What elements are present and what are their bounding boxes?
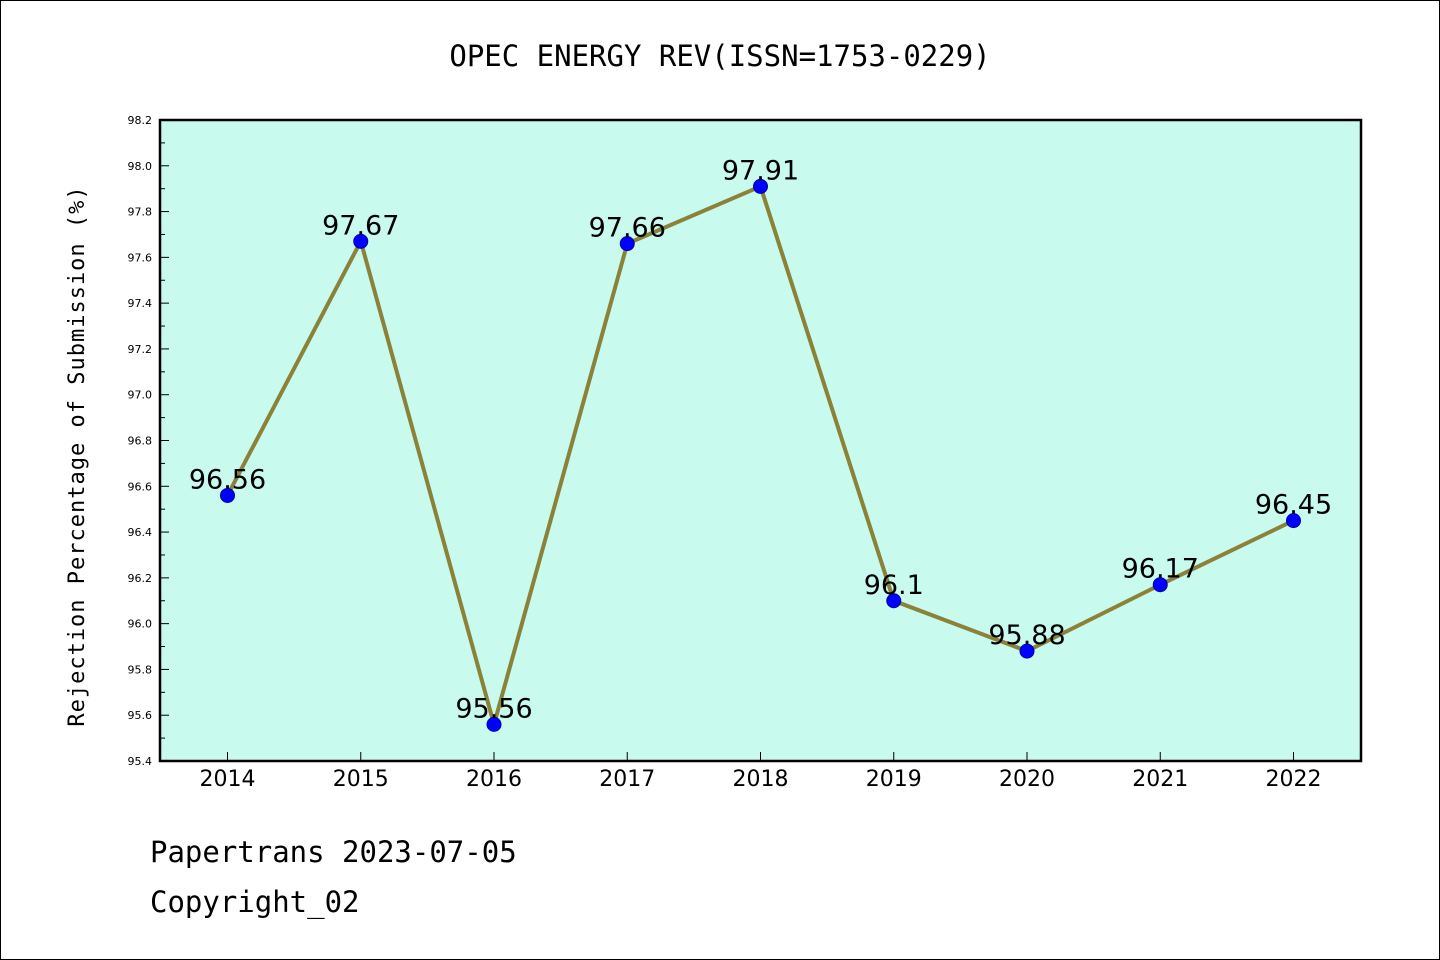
data-labels: 96.56 97.67 95.56 97.66 97.91 96.1 95.88 96.17 9… [189, 155, 1332, 724]
y-tick-label: 97.8 [128, 206, 153, 219]
data-point [753, 178, 768, 194]
y-axis-label: Rejection Percentage of Submission (%) [65, 185, 90, 726]
x-tick-label: 2022 [1266, 767, 1322, 792]
footer-copyright: Copyright_02 [150, 885, 360, 919]
x-axis: 2014 2015 2016 2017 2018 2019 2020 2021 2022 [200, 752, 1322, 792]
y-tick-label: 96.8 [128, 435, 153, 448]
y-tick-label: 95.8 [128, 663, 153, 676]
data-point [220, 487, 235, 503]
data-markers [220, 178, 1301, 732]
data-point [1286, 513, 1301, 529]
y-tick-label: 95.4 [128, 755, 153, 768]
data-label: 96.56 [189, 464, 266, 495]
data-point [353, 233, 369, 249]
x-tick-label: 2018 [733, 767, 789, 792]
data-label: 95.88 [988, 620, 1065, 651]
x-tick-label: 2017 [599, 767, 655, 792]
data-label: 95.56 [455, 693, 532, 724]
y-tick-label: 96.4 [128, 526, 153, 539]
x-tick-label: 2021 [1132, 767, 1188, 792]
data-label: 96.17 [1122, 554, 1199, 585]
chart-title: OPEC ENERGY REV(ISSN=1753-0229) [449, 39, 990, 73]
x-tick-label: 2014 [200, 767, 256, 792]
data-point [619, 236, 635, 252]
x-tick-label: 2020 [999, 767, 1055, 792]
data-point [886, 593, 902, 609]
y-tick-label: 98.0 [128, 160, 153, 173]
data-point [486, 716, 502, 732]
y-tick-label: 97.0 [128, 389, 153, 402]
data-point [1152, 577, 1168, 593]
y-tick-label: 98.2 [128, 114, 153, 127]
footer-date: Papertrans 2023-07-05 [150, 835, 517, 869]
y-tick-label: 96.6 [128, 480, 153, 493]
data-label: 97.67 [322, 210, 399, 241]
plot-area [158, 118, 1363, 763]
y-tick-label: 97.4 [128, 297, 153, 310]
data-label: 96.45 [1255, 490, 1332, 521]
data-label: 97.66 [589, 213, 666, 244]
x-tick-label: 2015 [333, 767, 389, 792]
y-tick-label: 97.6 [128, 251, 153, 264]
x-tick-label: 2019 [866, 767, 922, 792]
data-label: 97.91 [722, 155, 799, 186]
y-tick-label: 96.0 [128, 618, 153, 631]
y-tick-label: 95.6 [128, 709, 153, 722]
y-tick-label: 97.2 [128, 343, 153, 356]
data-point [1019, 643, 1035, 659]
y-axis: 95.4 95.6 95.8 96.0 96.2 96.4 96.6 96.8 97.0 97.2… [128, 114, 169, 768]
y-tick-label: 96.2 [128, 572, 153, 585]
x-tick-label: 2016 [466, 767, 522, 792]
data-label: 96.1 [864, 570, 924, 601]
